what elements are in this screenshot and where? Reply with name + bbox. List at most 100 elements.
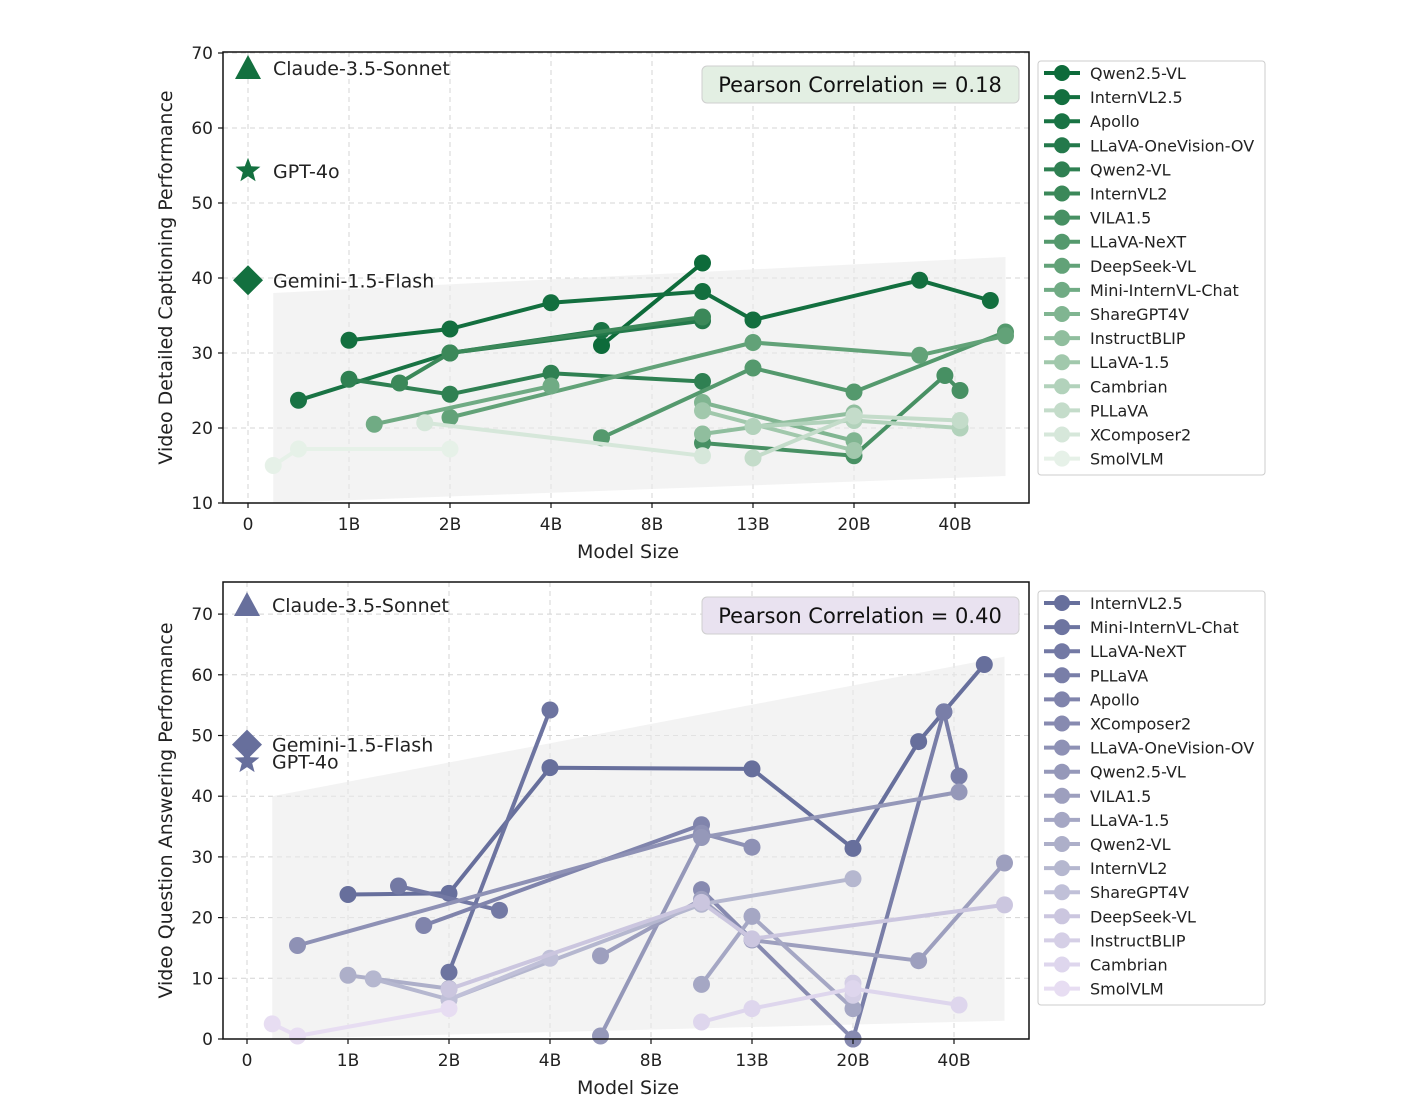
series-mini-internvl-chat (440, 701, 559, 981)
data-point (542, 364, 560, 382)
legend-item: ShareGPT4V (1044, 883, 1189, 902)
legend-item: InternVL2 (1044, 185, 1167, 204)
legend-label: LLaVA-OneVision-OV (1090, 136, 1254, 155)
legend-label: Qwen2.5-VL (1090, 64, 1186, 83)
legend-label: InternVL2.5 (1090, 594, 1183, 613)
legend-marker (1054, 691, 1070, 708)
x-tick-label: 2B (438, 1051, 460, 1071)
legend-item: InternVL2.5 (1044, 88, 1183, 107)
data-point (694, 308, 711, 326)
legend-item: InternVL2.5 (1044, 594, 1183, 613)
legend-item: VILA1.5 (1044, 787, 1151, 806)
data-point (693, 1013, 710, 1031)
data-point (744, 449, 762, 467)
data-point (290, 391, 307, 409)
star-marker (235, 157, 261, 182)
legend-item: XComposer2 (1044, 426, 1191, 445)
data-point (340, 370, 358, 388)
legend-label: LLaVA-NeXT (1090, 642, 1186, 661)
legend-item: Apollo (1044, 112, 1140, 131)
data-point (290, 440, 307, 458)
data-point (845, 407, 863, 425)
data-point (340, 331, 358, 349)
x-tick-label: 1B (338, 515, 360, 535)
legend-label: Cambrian (1090, 377, 1168, 396)
legend-marker (1054, 330, 1070, 347)
series-smolvlm (263, 1000, 458, 1045)
legend: InternVL2.5 Mini-InternVL-Chat LLaVA-NeXT P… (1037, 590, 1266, 1006)
legend-item: DeepSeek-VL (1044, 907, 1196, 926)
legend-item: SmolVLM (1044, 980, 1164, 999)
legend-label: Qwen2-VL (1090, 160, 1171, 179)
closed-model-label: GPT-4o (273, 161, 340, 183)
legend-marker (1054, 836, 1070, 852)
y-tick-label: 0 (202, 1030, 213, 1050)
data-point (391, 374, 408, 392)
y-tick-label: 10 (191, 969, 213, 989)
data-point (744, 334, 762, 351)
legend-marker (1054, 450, 1070, 467)
series-xcomposer2 (416, 414, 711, 465)
legend-label: Qwen2-VL (1090, 835, 1171, 854)
x-tick-label: 8B (641, 515, 663, 535)
legend-item: PLLaVA (1044, 666, 1148, 685)
series-mini-internvl-chat (365, 377, 560, 433)
legend-label: VILA1.5 (1090, 787, 1151, 806)
y-axis-label: Video Detailed Captioning Performance (155, 90, 177, 464)
data-point (441, 344, 459, 362)
data-point (441, 440, 459, 458)
y-tick-label: 20 (191, 909, 213, 929)
y-tick-label: 20 (191, 419, 213, 439)
x-tick-label: 8B (640, 1051, 662, 1071)
legend-item: Qwen2.5-VL (1044, 763, 1186, 782)
legend-marker (1054, 306, 1070, 322)
legend-marker (1054, 884, 1070, 901)
legend-item: Mini-InternVL-Chat (1044, 281, 1239, 300)
series-line (700, 986, 960, 1024)
data-point (935, 703, 953, 721)
y-axis-label: Video Question Answering Performance (155, 622, 177, 998)
correlation-label: Pearson Correlation = 0.40 (718, 604, 1002, 628)
data-point (289, 1027, 306, 1045)
x-axis-label: Model Size (577, 541, 679, 563)
legend-label: VILA1.5 (1090, 209, 1151, 228)
series-line (701, 408, 855, 453)
legend-item: LLaVA-1.5 (1044, 353, 1169, 372)
legend-box (1037, 590, 1266, 1006)
legend-label: InstructBLIP (1090, 931, 1186, 950)
y-tick-label: 60 (191, 666, 213, 686)
legend-marker (1054, 281, 1070, 298)
correlation-box (701, 596, 1020, 635)
legend-item: LLaVA-OneVision-OV (1044, 136, 1254, 155)
legend-item: Qwen2.5-VL (1044, 64, 1186, 83)
x-tick-label: 13B (736, 515, 769, 535)
data-point (743, 1000, 761, 1018)
legend-marker (1054, 763, 1070, 780)
x-tick-label: 13B (735, 1051, 768, 1071)
legend-label: PLLaVA (1090, 666, 1148, 685)
legend-item: Apollo (1044, 690, 1140, 709)
series-deepseek-vl (441, 327, 1014, 426)
x-tick-label: 20B (837, 515, 870, 535)
series-line (448, 900, 1005, 992)
series-line (424, 420, 703, 458)
data-point (744, 418, 762, 435)
data-point (440, 963, 458, 981)
legend-label: InternVL2 (1090, 859, 1167, 878)
legend-label: SmolVLM (1090, 980, 1164, 999)
correlation-box (701, 65, 1020, 104)
series-line (449, 333, 1006, 420)
series-line (447, 709, 552, 973)
closed-model-label: Gemini-1.5-Flash (273, 270, 434, 292)
series-internvl2-5 (340, 271, 999, 349)
legend-item: InternVL2 (1044, 859, 1167, 878)
data-point (910, 733, 928, 751)
legend-marker (1054, 65, 1070, 81)
data-point (997, 327, 1014, 345)
data-point (951, 382, 969, 399)
legend-marker (1054, 257, 1070, 274)
legend-label: LLaVA-NeXT (1090, 233, 1186, 252)
legend-marker (1054, 113, 1070, 130)
data-point (592, 947, 609, 965)
